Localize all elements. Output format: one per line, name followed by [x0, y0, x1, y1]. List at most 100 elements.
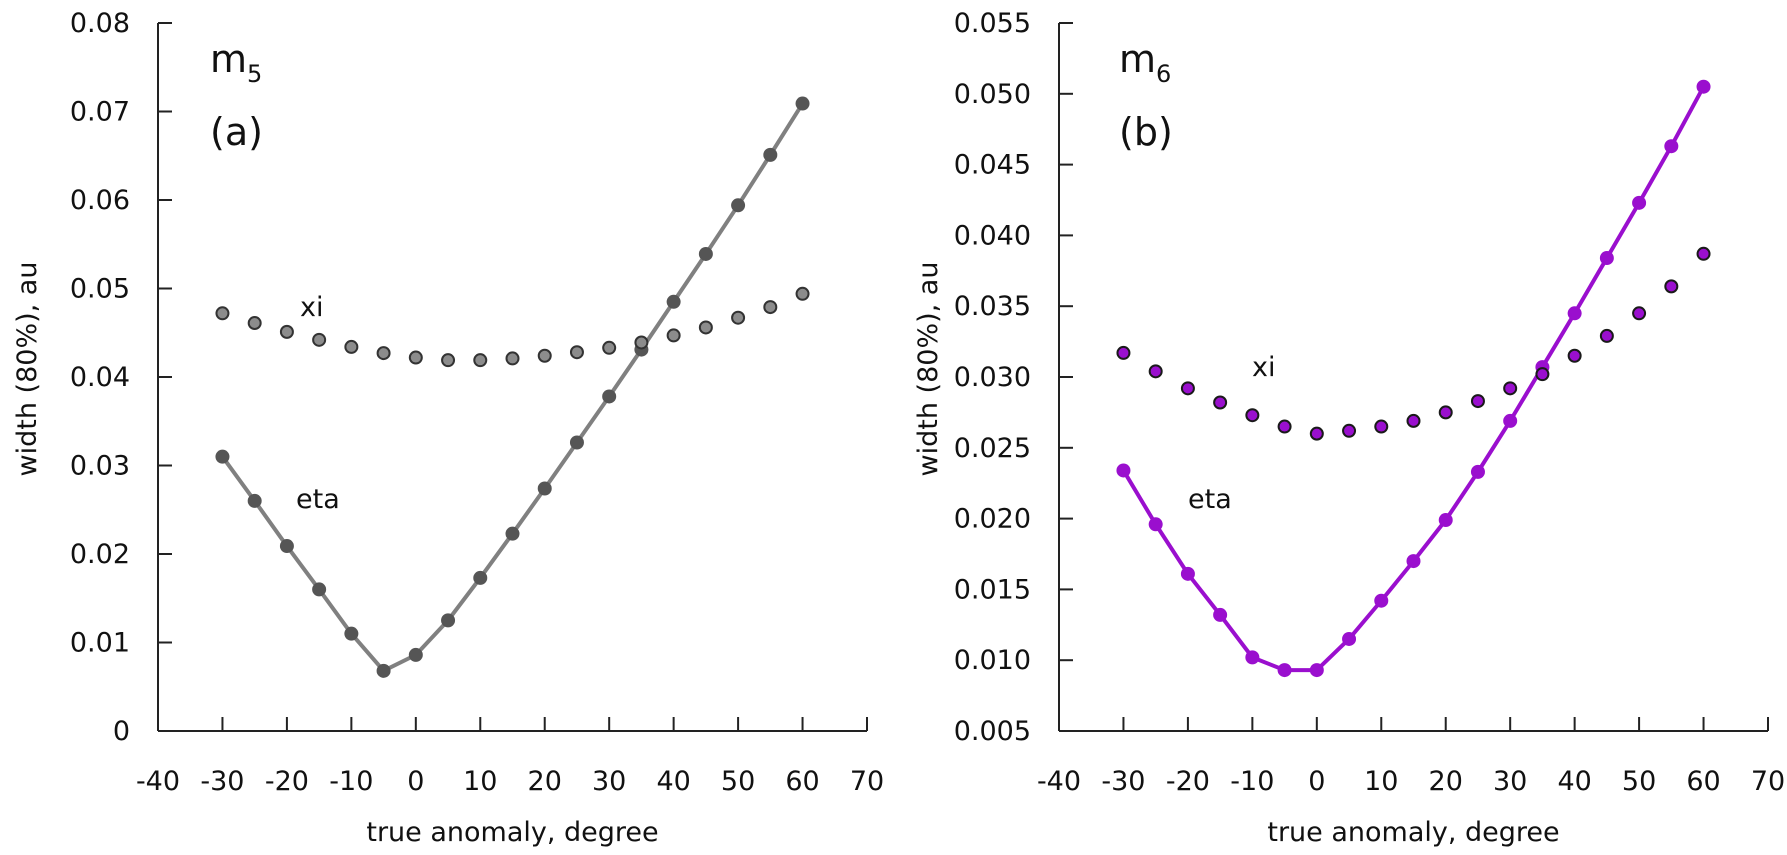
- data-point-eta: [1664, 139, 1679, 154]
- x-tick-label: 20: [1429, 766, 1463, 797]
- data-point-xi: [408, 350, 423, 365]
- data-point-xi: [1116, 345, 1131, 360]
- y-tick-label: 0.020: [954, 504, 1031, 535]
- data-point-xi: [247, 316, 262, 331]
- data-point-eta: [537, 481, 552, 496]
- series-label-xi: xi: [300, 292, 323, 323]
- y-tick-label: 0: [113, 716, 130, 747]
- data-point-xi: [1696, 246, 1711, 261]
- data-point-eta: [795, 96, 810, 111]
- data-point-eta: [1632, 195, 1647, 210]
- data-point-xi: [731, 310, 746, 325]
- data-point-xi: [312, 332, 327, 347]
- y-tick-label: 0.035: [954, 291, 1031, 322]
- data-point-eta: [1599, 251, 1614, 266]
- y-axis-title: width (80%), au: [12, 262, 43, 477]
- x-tick-label: 40: [656, 766, 690, 797]
- data-point-eta: [247, 493, 262, 508]
- data-point-eta: [1406, 554, 1421, 569]
- data-point-eta: [441, 613, 456, 628]
- data-point-xi: [1180, 381, 1195, 396]
- data-point-xi: [537, 348, 552, 363]
- chart-title-main: m: [1119, 37, 1156, 81]
- data-point-xi: [1438, 405, 1453, 420]
- x-tick-label: 60: [1686, 766, 1720, 797]
- data-point-xi: [1503, 381, 1518, 396]
- data-point-xi: [795, 286, 810, 301]
- series-eta: [1116, 79, 1711, 678]
- data-point-eta: [279, 539, 294, 554]
- x-tick-label: -30: [1101, 766, 1145, 797]
- data-point-eta: [1277, 663, 1292, 678]
- y-tick-label: 0.01: [70, 628, 130, 659]
- data-point-eta: [1438, 513, 1453, 528]
- data-point-xi: [441, 353, 456, 368]
- data-point-xi: [1664, 279, 1679, 294]
- data-point-eta: [698, 246, 713, 261]
- x-tick-label: 60: [785, 766, 819, 797]
- data-point-xi: [634, 335, 649, 350]
- chart-title-subscript: 5: [247, 60, 262, 88]
- data-point-xi: [376, 346, 391, 361]
- data-point-xi: [344, 339, 359, 354]
- data-point-eta: [1213, 607, 1228, 622]
- x-tick-label: 70: [850, 766, 884, 797]
- data-point-xi: [1342, 423, 1357, 438]
- data-point-xi: [215, 306, 230, 321]
- x-tick-label: 40: [1557, 766, 1591, 797]
- y-tick-label: 0.030: [954, 362, 1031, 393]
- x-tick-label: -20: [1166, 766, 1210, 797]
- data-point-eta: [1567, 306, 1582, 321]
- x-tick-label: 10: [463, 766, 497, 797]
- x-tick-label: -20: [265, 766, 309, 797]
- data-point-eta: [1342, 631, 1357, 646]
- data-point-xi: [569, 345, 584, 360]
- series-line-eta: [220, 102, 805, 673]
- chart-title-main: m: [210, 37, 247, 81]
- data-point-eta: [763, 147, 778, 162]
- data-point-eta: [731, 198, 746, 213]
- series-xi: [215, 286, 810, 368]
- data-point-xi: [279, 324, 294, 339]
- series-label-eta: eta: [296, 484, 340, 515]
- x-axis-title: true anomaly, degree: [1267, 817, 1559, 848]
- series-eta: [215, 96, 810, 678]
- x-tick-label: 10: [1364, 766, 1398, 797]
- x-tick-label: 20: [528, 766, 562, 797]
- x-tick-label: -30: [200, 766, 244, 797]
- panel-a: 00.010.020.030.040.050.060.070.08-40 -30-…: [12, 8, 884, 848]
- x-tick-label: 0: [407, 766, 424, 797]
- x-tick-label: 70: [1751, 766, 1785, 797]
- data-point-xi: [1245, 408, 1260, 423]
- data-point-eta: [1180, 566, 1195, 581]
- data-point-eta: [569, 435, 584, 450]
- x-tick-label: -10: [1230, 766, 1274, 797]
- data-point-eta: [376, 663, 391, 678]
- data-point-eta: [215, 449, 230, 464]
- data-point-eta: [1309, 663, 1324, 678]
- y-tick-label: 0.040: [954, 220, 1031, 251]
- data-point-xi: [1213, 395, 1228, 410]
- x-tick-label: -10: [329, 766, 373, 797]
- y-tick-label: 0.005: [954, 716, 1031, 747]
- data-point-eta: [1148, 517, 1163, 532]
- data-point-xi: [698, 320, 713, 335]
- y-tick-label: 0.03: [70, 451, 130, 482]
- y-tick-label: 0.05: [70, 274, 130, 305]
- chart-title: m5: [210, 37, 262, 88]
- series-line-eta: [1121, 85, 1706, 673]
- data-point-xi: [1599, 328, 1614, 343]
- panel-label: (a): [210, 110, 263, 154]
- data-point-xi: [763, 300, 778, 315]
- chart-title-subscript: 6: [1156, 60, 1171, 88]
- data-point-eta: [1470, 464, 1485, 479]
- data-point-eta: [602, 389, 617, 404]
- data-point-eta: [1696, 79, 1711, 94]
- data-point-xi: [1406, 413, 1421, 428]
- x-tick-label: 0: [1308, 766, 1325, 797]
- y-tick-label: 0.015: [954, 574, 1031, 605]
- data-point-eta: [505, 526, 520, 541]
- y-tick-label: 0.045: [954, 150, 1031, 181]
- y-tick-label: 0.07: [70, 97, 130, 128]
- data-point-xi: [1632, 306, 1647, 321]
